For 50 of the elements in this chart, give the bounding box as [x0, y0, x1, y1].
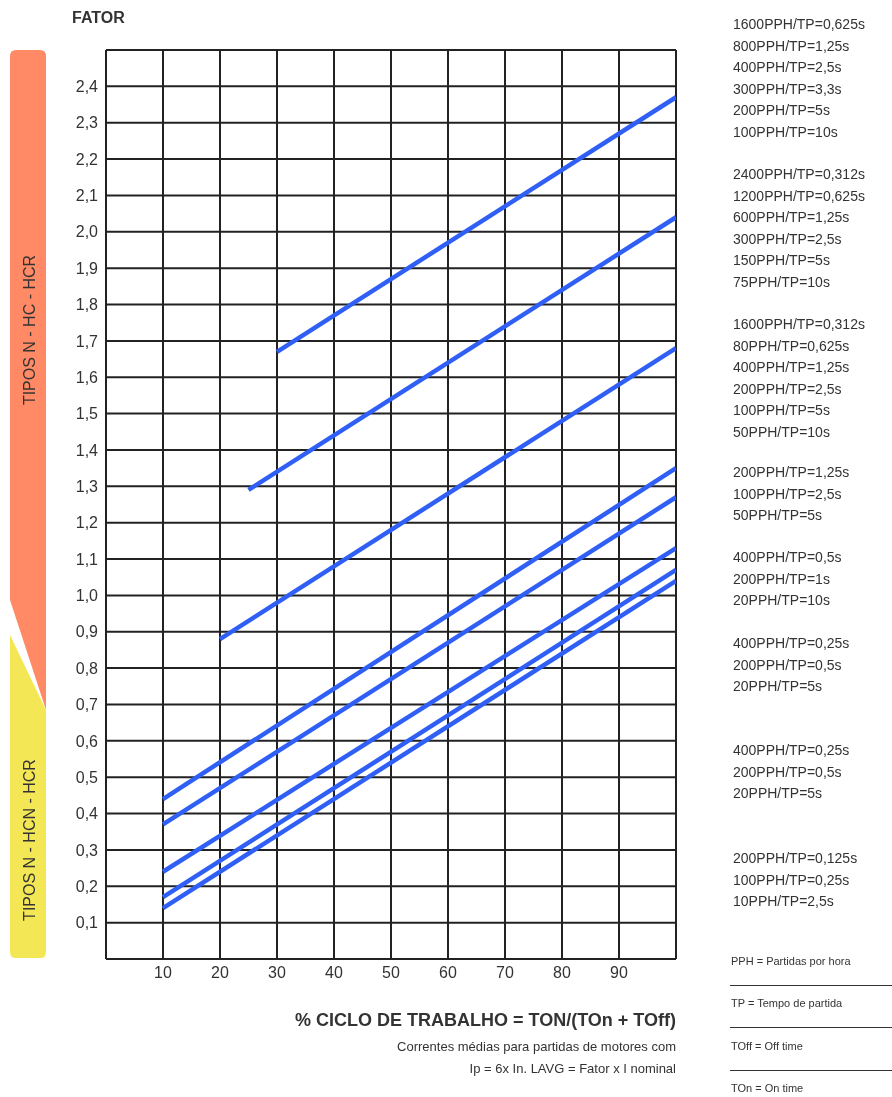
text: 2400PPH/TP=0,312s 1200PPH/TP=0,625s 600PPH/TP=1,25s 300PPH/TP=2,5s 150PPH/TP=5s 75PPH/TP=10s [733, 165, 865, 292]
y-tick-label: 2,0 [75, 223, 99, 241]
y-tick-label: 1,3 [75, 478, 99, 495]
y-tick-label: 1,5 [75, 405, 99, 423]
y-tick-label: 0,5 [75, 768, 99, 786]
y-tick-label: 1,9 [75, 259, 99, 277]
y-tick-label: 0,3 [75, 841, 99, 859]
text: Correntes médias para partidas de motores com Ip = 6x In. LAVG = Fator x I nominal [397, 1038, 676, 1078]
text: 400PPH/TP=0,25s 200PPH/TP=0,5s 20PPH/TP=5s [733, 741, 850, 803]
text: 400PPH/TP=0,25s 200PPH/TP=0,5s 20PPH/TP=5s [733, 634, 850, 696]
y-tick-label: 0,2 [75, 877, 99, 895]
y-tick-label: 0,9 [75, 623, 99, 641]
y-tick-label: 2,1 [75, 187, 99, 205]
y-tick-label: 1,6 [75, 368, 99, 386]
y-tick-label: 1,2 [75, 514, 99, 532]
text: TOff = Off time [731, 1040, 803, 1052]
x-tick-label: 60 [439, 964, 457, 982]
text: 1600PPH/TP=0,312s 80PPH/TP=0,625s 400PPH/TP=1,25s 200PPH/TP=2,5s 100PPH/TP=5s 50PPH/TP=10s [733, 315, 865, 442]
y-tick-label: 0,1 [75, 914, 99, 932]
x-tick-label: 50 [382, 964, 400, 982]
x-tick-label: 20 [211, 964, 229, 982]
text: TP = Tempo de partida [731, 997, 843, 1009]
y-tick-label: 0,6 [75, 732, 99, 750]
y-tick-label: 1,1 [75, 550, 99, 568]
y-tick-label: 0,7 [75, 696, 99, 714]
x-tick-label: 30 [268, 964, 286, 982]
text: TOn = On time [731, 1082, 804, 1094]
y-tick-label: 2,2 [75, 150, 99, 168]
x-tick-label: 70 [496, 964, 514, 982]
y-tick-label: 1,0 [75, 587, 99, 605]
x-tick-label: 80 [553, 964, 571, 982]
text: 1600PPH/TP=0,625s 800PPH/TP=1,25s 400PPH/TP=2,5s 300PPH/TP=3,3s 200PPH/TP=5s 100PPH/TP=10s [733, 15, 865, 142]
y-tick-label: 0,4 [75, 805, 99, 823]
y-tick-label: 1,7 [75, 332, 99, 350]
text: 200PPH/TP=1,25s 100PPH/TP=2,5s 50PPH/TP=5s [733, 463, 850, 525]
x-tick-label: 40 [325, 964, 343, 982]
x-tick-label: 10 [154, 964, 172, 982]
y-tick-label: 2,4 [75, 78, 99, 96]
text: 200PPH/TP=0,125s 100PPH/TP=0,25s 10PPH/TP=2,5s [733, 849, 858, 911]
text: 400PPH/TP=0,5s 200PPH/TP=1s 20PPH/TP=10s [733, 548, 842, 610]
y-tick-label: 0,8 [75, 659, 99, 677]
y-axis-title: FATOR [72, 9, 125, 27]
y-tick-label: 2,3 [75, 114, 99, 132]
x-tick-label: 90 [610, 964, 628, 982]
y-tick-label: 1,8 [75, 296, 99, 314]
text: TIPOS N - HCN - HCR [21, 759, 39, 921]
text: TIPOS N - HC - HCR [21, 254, 39, 406]
y-tick-label: 1,4 [75, 441, 99, 459]
x-axis-title: % CICLO DE TRABALHO = TON/(TOn + TOff) [294, 1010, 676, 1031]
text: PPH = Partidas por hora [731, 955, 851, 967]
